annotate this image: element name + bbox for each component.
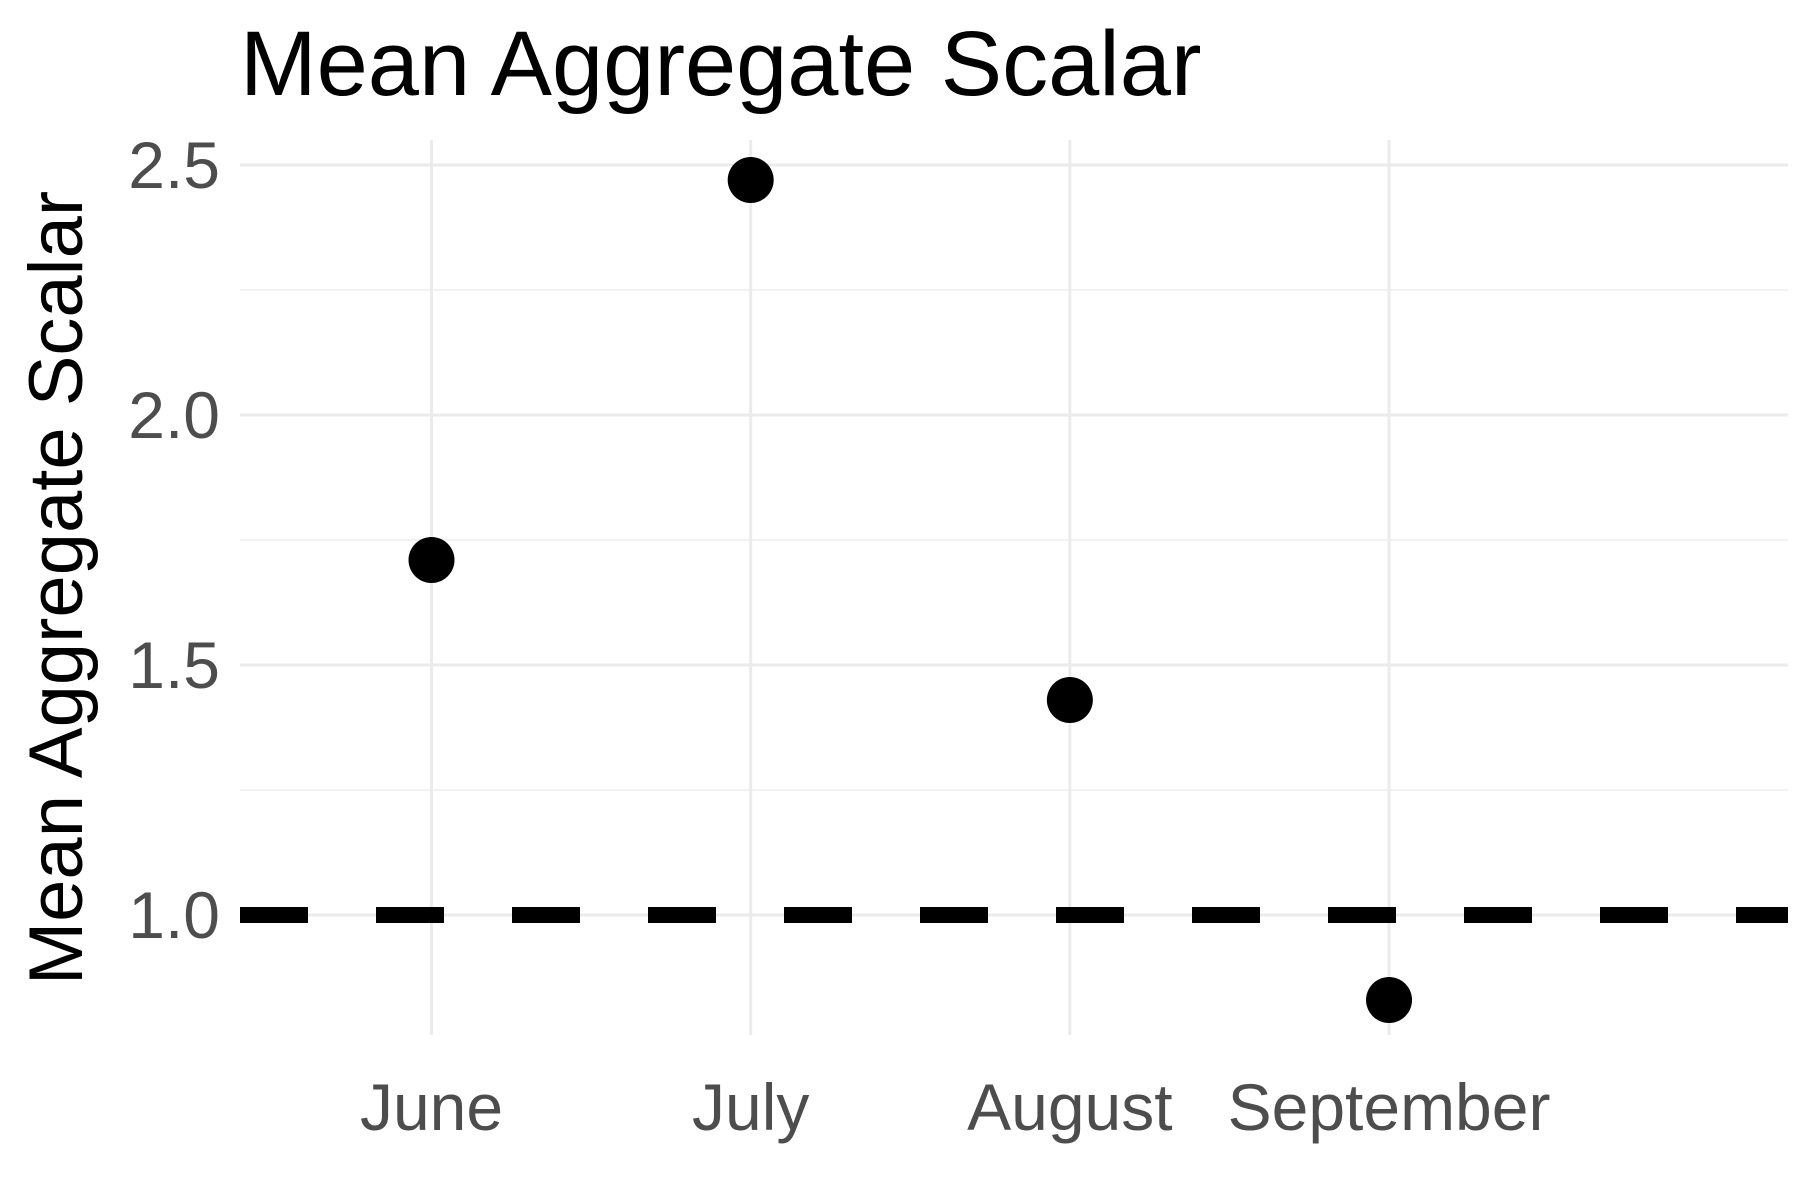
x-tick-label-august: August bbox=[967, 1070, 1172, 1144]
data-point-june bbox=[408, 537, 455, 583]
chart-title: Mean Aggregate Scalar bbox=[240, 13, 1202, 115]
x-tick-labels: June July August September bbox=[360, 1070, 1551, 1144]
y-tick-labels: 1.0 1.5 2.0 2.5 bbox=[128, 128, 220, 952]
x-tick-label-july: July bbox=[692, 1070, 809, 1144]
x-tick-label-september: September bbox=[1228, 1070, 1551, 1144]
y-tick-label: 2.5 bbox=[128, 128, 220, 202]
grid bbox=[240, 140, 1788, 1035]
x-tick-label-june: June bbox=[360, 1070, 503, 1144]
data-points bbox=[408, 157, 1413, 1023]
data-point-august bbox=[1046, 677, 1093, 723]
data-point-july bbox=[727, 157, 774, 203]
y-tick-label: 1.5 bbox=[128, 628, 220, 702]
y-tick-label: 1.0 bbox=[128, 878, 220, 952]
data-point-september bbox=[1366, 977, 1413, 1023]
y-tick-label: 2.0 bbox=[128, 378, 220, 452]
y-axis-title: Mean Aggregate Scalar bbox=[14, 191, 99, 985]
